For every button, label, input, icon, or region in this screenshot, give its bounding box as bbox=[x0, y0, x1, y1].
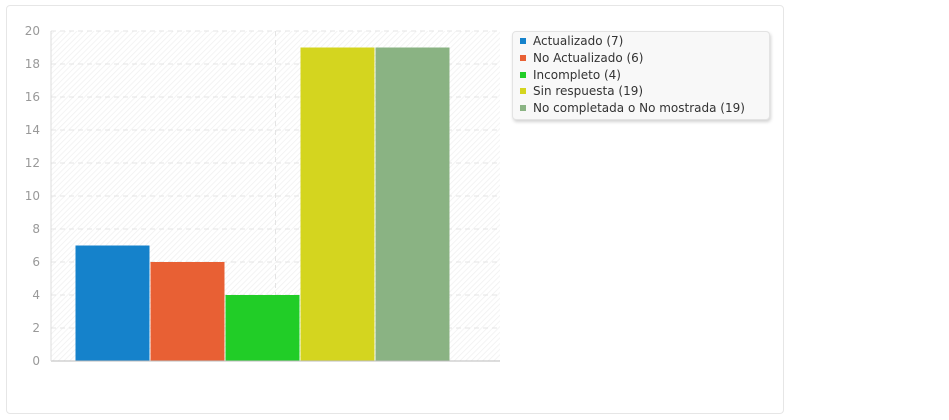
bars bbox=[75, 47, 450, 362]
y-tick-label: 20 bbox=[25, 24, 40, 38]
y-tick-label: 2 bbox=[32, 321, 40, 335]
y-tick-label: 18 bbox=[25, 57, 40, 71]
legend-swatch bbox=[520, 38, 526, 45]
y-tick-label: 10 bbox=[25, 189, 40, 203]
legend-item[interactable]: Actualizado (7) bbox=[520, 33, 769, 50]
bar-1[interactable] bbox=[75, 245, 150, 362]
axes bbox=[50, 31, 500, 362]
y-tick-label: 4 bbox=[32, 288, 40, 302]
legend-label: Sin respuesta (19) bbox=[533, 84, 644, 99]
legend-swatch bbox=[520, 55, 526, 62]
y-tick-label: 12 bbox=[25, 156, 40, 170]
legend-swatch bbox=[520, 71, 526, 78]
y-tick-label: 6 bbox=[32, 255, 40, 269]
legend-item[interactable]: Incompleto (4) bbox=[520, 66, 769, 83]
y-tick-label: 16 bbox=[25, 90, 40, 104]
legend-swatch bbox=[520, 88, 526, 95]
legend-label: Actualizado (7) bbox=[533, 34, 624, 49]
legend-item[interactable]: No completada o No mostrada (19) bbox=[520, 100, 769, 117]
bar-3[interactable] bbox=[225, 295, 300, 361]
bar-2[interactable] bbox=[150, 262, 225, 361]
bar-4[interactable] bbox=[300, 47, 375, 362]
legend-label: No completada o No mostrada (19) bbox=[533, 101, 745, 116]
legend-label: No Actualizado (6) bbox=[533, 51, 644, 66]
legend-swatch bbox=[520, 105, 526, 112]
y-tick-labels: 0 2 4 6 8 10 12 14 16 18 20 bbox=[25, 24, 40, 368]
legend-item[interactable]: Sin respuesta (19) bbox=[520, 83, 769, 100]
legend-label: Incompleto (4) bbox=[533, 67, 621, 82]
y-tick-label: 8 bbox=[32, 222, 40, 236]
bar-5[interactable] bbox=[375, 47, 450, 362]
chart-legend: Actualizado (7) No Actualizado (6) Incompl… bbox=[512, 31, 770, 120]
y-tick-label: 0 bbox=[32, 354, 40, 368]
y-tick-label: 14 bbox=[25, 123, 40, 137]
legend-item[interactable]: No Actualizado (6) bbox=[520, 50, 769, 67]
